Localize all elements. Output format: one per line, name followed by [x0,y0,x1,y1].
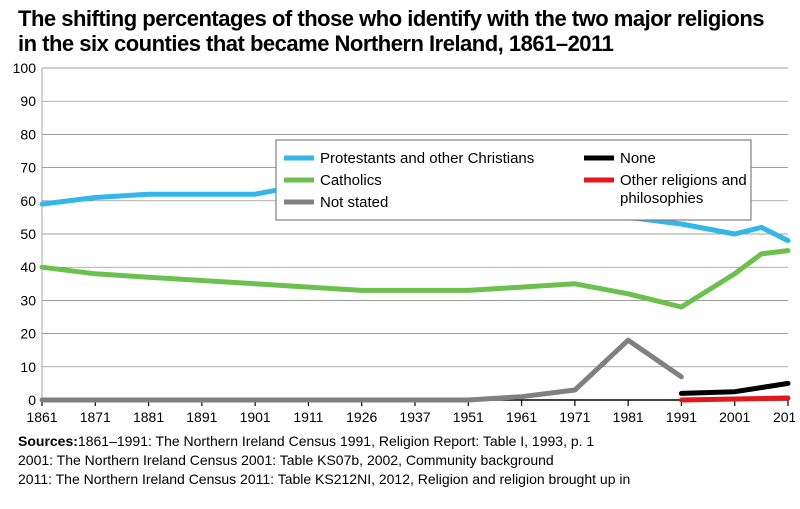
svg-text:50: 50 [20,226,36,242]
series-catholics [42,251,788,307]
source-line-2: 2001: The Northern Ireland Census 2001: … [18,452,554,468]
chart-title: The shifting percentages of those who id… [18,6,778,57]
svg-text:60: 60 [20,193,36,209]
svg-text:70: 70 [20,160,36,176]
svg-text:1937: 1937 [399,409,430,425]
svg-text:20: 20 [20,326,36,342]
svg-text:1926: 1926 [346,409,377,425]
svg-text:1861: 1861 [26,409,57,425]
svg-text:30: 30 [20,292,36,308]
x-axis: 1861 1871 1881 1891 1901 1911 1926 1937 1951 1961… [26,400,795,425]
svg-text:Catholics: Catholics [320,172,382,189]
svg-text:Not stated: Not stated [320,194,388,211]
source-line-3: 2011: The Northern Ireland Census 2011: … [18,471,630,487]
sources-label: Sources: [18,433,78,449]
svg-text:1881: 1881 [133,409,164,425]
svg-text:0: 0 [28,392,36,408]
svg-text:1871: 1871 [80,409,111,425]
source-citation: Sources:1861–1991: The Northern Ireland … [18,432,778,489]
svg-text:1911: 1911 [293,409,323,425]
gridlines [42,68,788,400]
svg-text:1891: 1891 [186,409,217,425]
source-line-1: 1861–1991: The Northern Ireland Census 1… [78,433,594,449]
svg-text:1951: 1951 [453,409,484,425]
legend: Protestants and other Christians Catholic… [276,140,751,220]
series-not_stated [42,340,681,400]
svg-text:80: 80 [20,126,36,142]
figure: The shifting percentages of those who id… [0,0,800,509]
svg-text:1981: 1981 [613,409,644,425]
series-other [681,398,788,400]
svg-text:Protestants and other Christia: Protestants and other Christians [320,150,534,167]
svg-text:40: 40 [20,259,36,275]
y-axis: 0 10 20 30 40 50 60 70 80 90 100 [13,60,37,408]
svg-text:2011: 2011 [773,409,795,425]
svg-text:1961: 1961 [506,409,537,425]
svg-text:10: 10 [20,359,36,375]
svg-text:100: 100 [13,60,37,76]
svg-text:90: 90 [20,93,36,109]
svg-text:1991: 1991 [666,409,697,425]
series-none [681,383,788,393]
line-chart: 0102030405060708090100 18611871188118911… [0,60,795,430]
svg-text:None: None [620,150,656,167]
svg-text:1901: 1901 [240,409,271,425]
svg-text:1971: 1971 [559,409,590,425]
svg-text:2001: 2001 [719,409,750,425]
